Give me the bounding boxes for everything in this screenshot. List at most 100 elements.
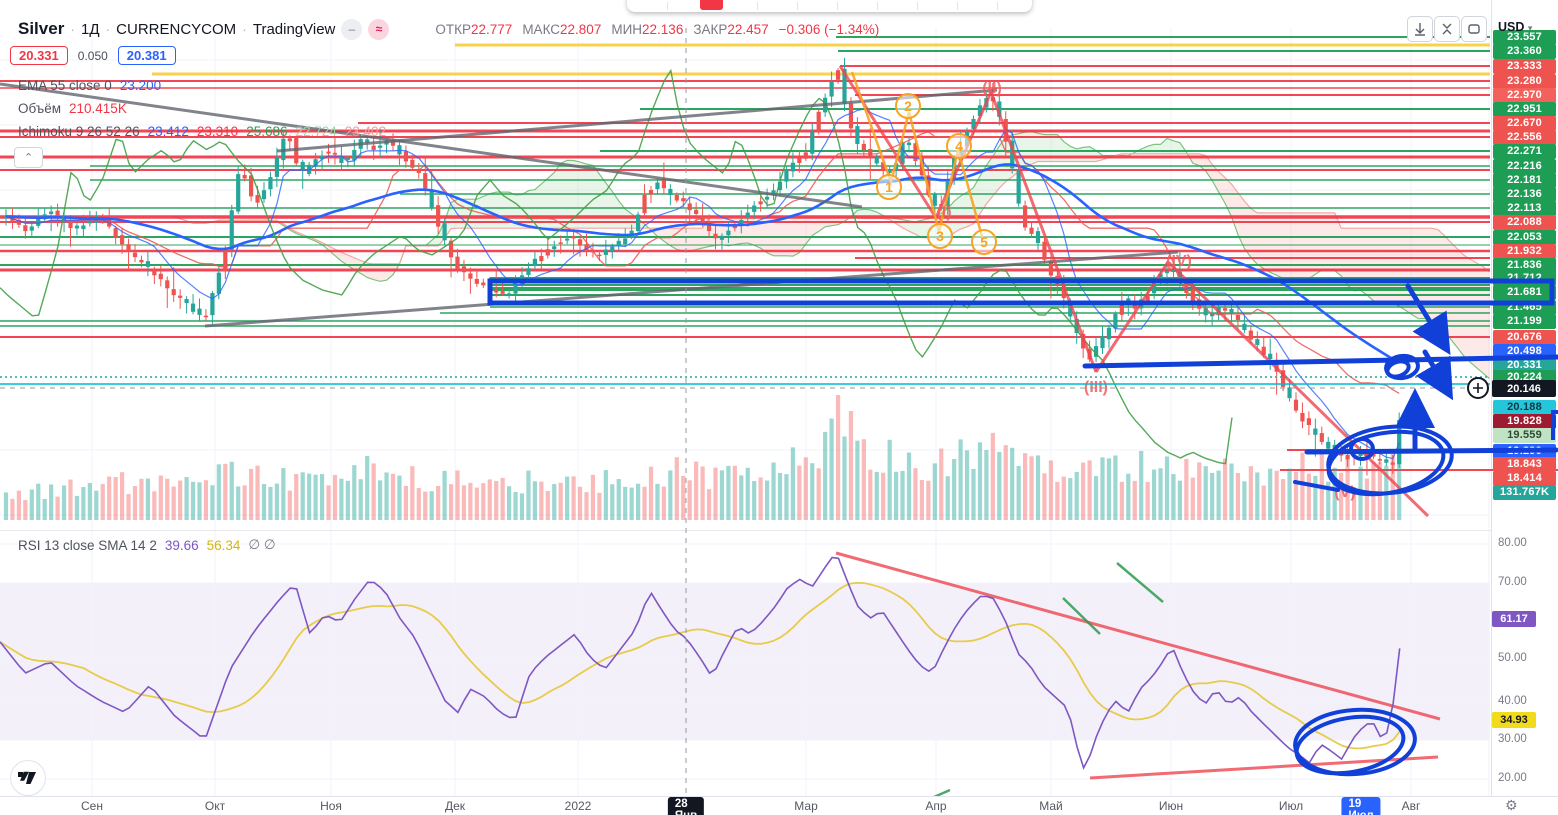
price-scale-label: 22.556 [1493, 129, 1556, 145]
svg-text:(V): (V) [1334, 484, 1355, 501]
scroll-to-recent-button[interactable] [1407, 16, 1433, 42]
price-scale-label: 22.088 [1493, 214, 1556, 230]
toolbar-red-button[interactable] [700, 0, 723, 10]
time-axis-label: Май [1039, 799, 1063, 813]
rsi-axis-value: 40.00 [1498, 695, 1527, 707]
price-scale-label: 22.271 [1493, 143, 1556, 159]
hide-legend-icon[interactable]: – [341, 18, 363, 40]
ohlc-row: ОТКР22.777 МАКС22.807 МИН22.136 ЗАКР22.4… [435, 21, 880, 37]
legend-rsi[interactable]: RSI 13 close SMA 14 2 39.66 56.34 ∅ ∅ [18, 537, 276, 553]
chevron-down-icon: ▾ [1527, 23, 1533, 33]
arrow-down-icon [1415, 23, 1425, 36]
collapse-legend-button[interactable]: ⌃ [14, 147, 43, 168]
rsi-value-badge: 34.93 [1492, 712, 1536, 728]
symbol-title[interactable]: Silver [18, 19, 65, 38]
spread-value: 0.050 [77, 48, 108, 63]
price-scale-label: 22.053 [1493, 229, 1556, 245]
time-axis-badge: 19 Июл '22 [1341, 797, 1381, 815]
price-scale-label: 21.712 [1493, 270, 1556, 286]
timezone-settings-icon[interactable]: ⚙ [1505, 797, 1518, 813]
price-scale-label: 23.557 [1493, 29, 1556, 45]
exchange-label[interactable]: CURRENCYCOM [116, 20, 237, 38]
tradingview-logo[interactable] [10, 760, 46, 796]
pane-separator[interactable] [0, 530, 1491, 531]
price-scale-label: 131.767K [1493, 484, 1556, 500]
svg-text:(I): (I) [936, 204, 951, 221]
time-axis-label: Дек [444, 799, 466, 813]
price-scale-label: 23.333 [1493, 58, 1556, 74]
price-scale-label: 22.181 [1493, 172, 1556, 188]
svg-text:3: 3 [936, 228, 944, 244]
price-scale-label: 18.843 [1493, 456, 1556, 472]
rsi-axis-value: 50.00 [1498, 652, 1527, 664]
svg-text:2: 2 [904, 98, 912, 114]
time-axis-label: Окт [204, 799, 226, 813]
price-scale-label: 22.113 [1493, 200, 1556, 216]
price-scale-label: 22.136 [1493, 186, 1556, 202]
price-scale-label: 21.681 [1493, 284, 1556, 300]
price-scale-label: 21.836 [1493, 257, 1556, 273]
ichimoku-value: 23.412 [147, 124, 189, 139]
platform-label: TradingView [252, 20, 336, 38]
price-scale-label: 22.216 [1493, 158, 1556, 174]
time-axis-label: Сен [81, 799, 103, 813]
collapse-pane-button[interactable] [1434, 16, 1460, 42]
price-scale-label: 21.932 [1493, 243, 1556, 259]
time-axis[interactable] [0, 796, 1558, 815]
svg-text:1: 1 [885, 179, 893, 195]
rsi-axis-value: 70.00 [1498, 576, 1527, 588]
timeframe-label[interactable]: 1Д [80, 20, 100, 38]
price-scale-label: 22.951 [1493, 101, 1556, 117]
sell-price-badge[interactable]: 20.331 [10, 46, 68, 65]
collapse-pane-icon [1442, 23, 1452, 35]
legend-ema[interactable]: EMA 55 close 0 23.200 [18, 78, 162, 93]
buy-price-badge[interactable]: 20.381 [117, 46, 176, 65]
rsi-axis-value: 30.00 [1498, 733, 1527, 745]
time-axis-label: 2022 [564, 799, 592, 813]
price-scale-label: 22.670 [1493, 115, 1556, 131]
svg-text:5: 5 [980, 234, 988, 250]
rsi-value-badge: 61.17 [1492, 611, 1536, 627]
currency-selector[interactable]: USD ▾ [1498, 20, 1533, 34]
svg-text:4: 4 [955, 138, 963, 154]
price-scale-label: 23.360 [1493, 43, 1556, 59]
floating-drawing-toolbar[interactable] [627, 0, 1032, 12]
price-scale-label: 20.676 [1493, 329, 1556, 345]
time-axis-label: Апр [925, 799, 947, 813]
price-scale-label: 21.199 [1493, 313, 1556, 329]
ichimoku-value: 25.686 [246, 124, 288, 139]
price-scale-label: 20.498 [1493, 343, 1556, 359]
time-axis-badge: 28 Янв '22 [667, 797, 705, 815]
wave-mode-icon[interactable]: ≈ [368, 18, 390, 40]
svg-text:(IV): (IV) [1166, 253, 1192, 270]
maximize-pane-button[interactable] [1461, 16, 1487, 42]
price-scale-label: 22.970 [1493, 87, 1556, 103]
svg-text:(III): (III) [1084, 379, 1108, 396]
price-scale-label: 23.280 [1493, 73, 1556, 89]
ichimoku-value: 23.402 [344, 124, 387, 139]
order-badges: 20.331 0.050 20.381 [10, 46, 176, 65]
time-axis-label: Мар [794, 799, 818, 813]
chart-header: Silver · 1Д · CURRENCYCOM · TradingView … [18, 18, 880, 40]
rsi-axis-value: 80.00 [1498, 537, 1527, 549]
price-scale-label: 21.465 [1493, 299, 1556, 315]
legend-volume[interactable]: Объём 210.415K [18, 101, 127, 116]
change-value: −0.306 (−1.34%) [778, 21, 880, 37]
time-axis-label: Июл [1278, 799, 1304, 813]
price-scale-label: 20.188 [1493, 399, 1556, 415]
legend-ichimoku[interactable]: Ichimoku 9 26 52 26 23.412 23.310 25.686 22… [18, 124, 387, 139]
price-scale-label: 19.828 [1493, 413, 1556, 429]
price-scale-label: 18.414 [1493, 470, 1556, 486]
ichimoku-value: 23.310 [196, 124, 239, 139]
time-axis-label: Июн [1158, 799, 1184, 813]
ichimoku-value: 22.724 [295, 124, 337, 139]
crosshair-price-badge: 20.146 [1492, 380, 1556, 397]
svg-text:(II): (II) [982, 80, 1002, 97]
maximize-pane-icon [1468, 24, 1480, 34]
tradingview-logo-glyph [18, 771, 36, 784]
time-axis-label: Ноя [320, 799, 342, 813]
time-axis-label: Авг [1401, 799, 1421, 813]
